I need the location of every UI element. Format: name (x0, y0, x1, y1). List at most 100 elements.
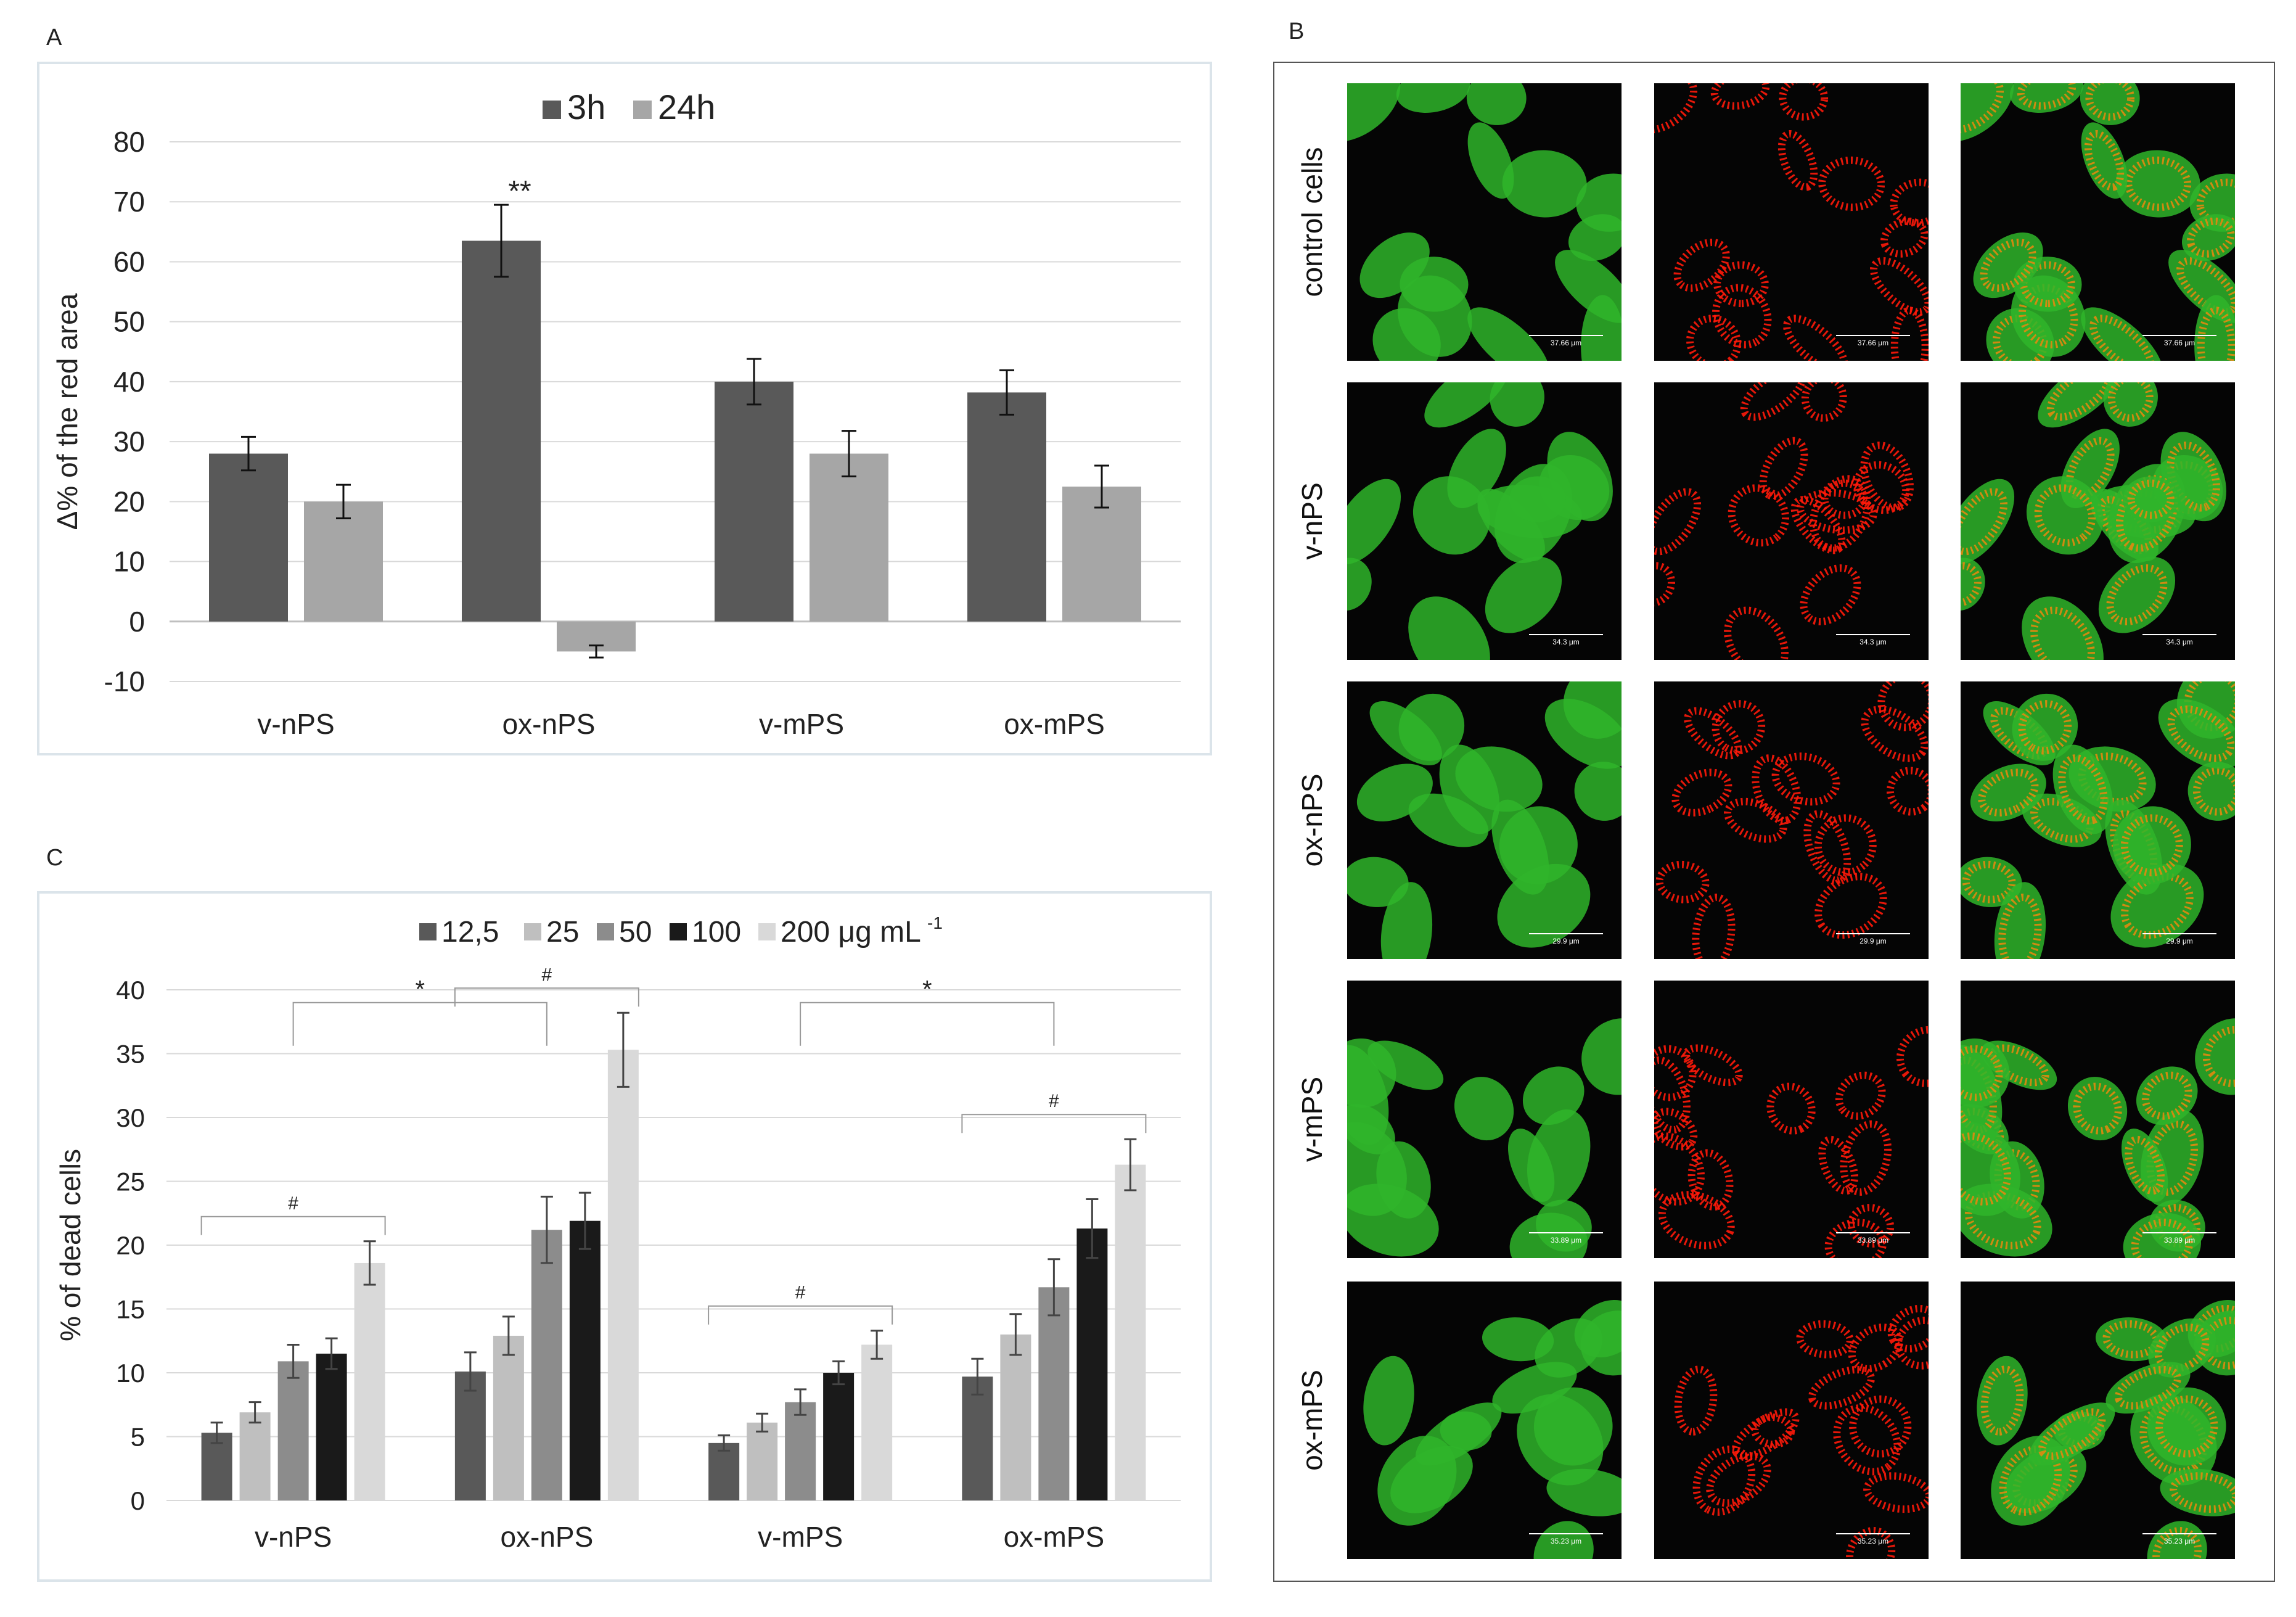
mitochondria (1980, 1365, 2024, 1436)
cell-body (2123, 1212, 2201, 1258)
cell-body (1490, 382, 1544, 427)
cell-body (1546, 1468, 1622, 1516)
mitochondria (1800, 564, 1861, 625)
micrograph-image (1674, 1304, 1929, 1559)
mitochondria (1682, 1044, 1743, 1087)
mitochondria (1686, 315, 1742, 361)
y-tick-label: 30 (113, 426, 145, 458)
cell-body (1502, 150, 1587, 218)
mitochondria (1740, 382, 1807, 421)
cell-body (1507, 1128, 1555, 1203)
y-axis-label: Δ% of the red area (51, 293, 83, 530)
significance-label: * (922, 976, 932, 1003)
scale-bar-label: 34.3 μm (1859, 638, 1887, 646)
micrograph-merge: 35.23 μm (1961, 1282, 2235, 1559)
y-tick-label: 10 (113, 546, 145, 578)
mitochondria (1724, 797, 1787, 843)
mitochondria (1731, 1408, 1800, 1460)
scale-bar-label: 33.89 μm (2163, 1236, 2196, 1245)
significance-bracket (292, 1002, 547, 1046)
scale-bar (1836, 933, 1910, 934)
mitochondria (1790, 496, 1846, 554)
scale-bar (1529, 1232, 1603, 1233)
cell-body (2121, 1128, 2168, 1203)
micrograph-image (1347, 1018, 1622, 1258)
cell-body (2038, 382, 2122, 428)
significance-bracket (708, 1305, 893, 1325)
micrograph-image (1961, 382, 2226, 660)
legend-swatch (524, 923, 541, 940)
mitochondria (2167, 706, 2235, 762)
legend-swatch (543, 101, 561, 119)
mitochondria (2154, 1323, 2210, 1373)
mitochondria (2058, 754, 2108, 825)
mitochondria (2170, 1472, 2235, 1513)
legend-label: 50 (619, 916, 652, 948)
scale-bar (1529, 335, 1603, 336)
mitochondria (2202, 1026, 2235, 1087)
mitochondria (2125, 156, 2192, 212)
bar (1076, 1228, 1108, 1500)
cell-body (1359, 232, 1430, 298)
mitochondria (1803, 810, 1851, 884)
cell-body (1961, 83, 2014, 142)
scale-bar-label: 34.3 μm (2166, 638, 2193, 646)
micrograph-image (1961, 1018, 2235, 1258)
y-tick-label: 35 (116, 1040, 145, 1069)
x-tick-label: v-nPS (257, 708, 334, 740)
mitochondria (1808, 1365, 1875, 1410)
mitochondria (1759, 437, 1808, 500)
x-tick-label: ox-mPS (1004, 708, 1105, 740)
mitochondria (2084, 130, 2125, 191)
mitochondria (1980, 238, 2036, 292)
significance-bracket (800, 1002, 1055, 1046)
cell-body (2103, 382, 2158, 427)
cell-body (1580, 1310, 1622, 1376)
mitochondria (1692, 1445, 1756, 1516)
scale-bar-label: 37.66 μm (2163, 339, 2196, 347)
bar (209, 453, 288, 622)
scale-bar (2142, 1232, 2216, 1233)
mitochondria (1654, 562, 1675, 607)
micrograph-green: 29.9 μm (1347, 681, 1622, 959)
cell-body (2098, 556, 2176, 633)
x-tick-label: ox-nPS (500, 1521, 593, 1553)
mitochondria (1814, 814, 1877, 876)
cell-body (1533, 1521, 1594, 1559)
micro-row-label: v-nPS (1296, 482, 1328, 560)
y-tick-label: 15 (116, 1295, 145, 1324)
cell-body (1977, 1356, 2028, 1446)
bar (316, 1353, 347, 1500)
scale-bar (1836, 1232, 1910, 1233)
cell-body (1581, 295, 1622, 361)
cell-body (1522, 1066, 1585, 1125)
scale-bar-label: 33.89 μm (1857, 1236, 1889, 1245)
bar (810, 453, 888, 622)
micrograph-image (1363, 1299, 1622, 1559)
scale-bar-label: 33.89 μm (1550, 1236, 1582, 1245)
bar (747, 1422, 778, 1500)
mitochondria (1712, 284, 1772, 348)
mitochondria (1654, 1132, 1705, 1206)
panel-label-b: B (1289, 19, 1305, 44)
bar (201, 1433, 232, 1500)
cell-body (1439, 744, 1500, 834)
scale-bar (1529, 634, 1603, 635)
mitochondria (1886, 767, 1929, 816)
mitochondria (1870, 257, 1929, 316)
significance-label: # (542, 965, 552, 985)
scale-bar-label: 29.9 μm (2166, 937, 2193, 945)
micro-row-label: ox-nPS (1296, 773, 1328, 867)
scale-bar-label: 29.9 μm (1552, 937, 1580, 945)
mitochondria (2187, 217, 2235, 258)
mitochondria (1814, 873, 1887, 939)
mitochondria (1818, 1135, 1858, 1195)
cell-body (1961, 479, 2015, 565)
panel-label-a: A (46, 25, 62, 51)
micrograph-merge: 29.9 μm (1961, 681, 2235, 959)
mitochondria (1674, 1365, 1718, 1436)
scale-bar-label: 34.3 μm (1552, 638, 1580, 646)
y-axis-label: % of dead cells (54, 1149, 86, 1341)
mitochondria (2017, 83, 2077, 110)
scale-bar-label: 29.9 μm (1859, 937, 1887, 945)
